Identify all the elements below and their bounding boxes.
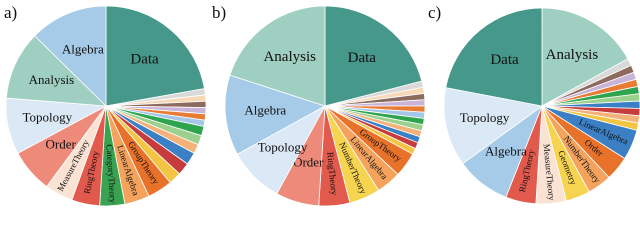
slice-label: Topology [460, 110, 510, 125]
slice-label: Order [293, 155, 324, 170]
figure: a)DataGroupTheoryLinearAlgebraCategoryTh… [4, 3, 640, 207]
pie-slice [229, 5, 326, 107]
panel-label: b) [212, 3, 226, 22]
slice-label: Data [490, 52, 519, 68]
slice-label: CategoryTheory [104, 144, 118, 204]
pie-slice [541, 7, 629, 107]
slice-label: Data [130, 51, 159, 67]
pie-slice [105, 5, 205, 107]
slice-label: Analysis [29, 72, 75, 87]
pie-slice [324, 5, 423, 107]
slice-label: Analysis [546, 47, 599, 63]
slice-label: Topology [22, 109, 72, 124]
slice-label: Topology [258, 139, 308, 154]
panel-label: c) [428, 3, 441, 22]
pie-slice [224, 74, 327, 155]
pie-slice [443, 87, 543, 165]
slice-label: RingTheory [325, 151, 339, 196]
pie-slice [445, 7, 543, 107]
slice-label: Data [348, 50, 377, 66]
pie-slice [34, 5, 107, 107]
slice-label: Algebra [485, 143, 527, 158]
panel-label: a) [4, 3, 17, 22]
pie-slice [5, 35, 108, 107]
slice-label: Algebra [62, 42, 104, 57]
slice-label: Order [45, 136, 76, 151]
slice-label: Algebra [244, 103, 286, 118]
slice-label: Analysis [263, 49, 316, 65]
